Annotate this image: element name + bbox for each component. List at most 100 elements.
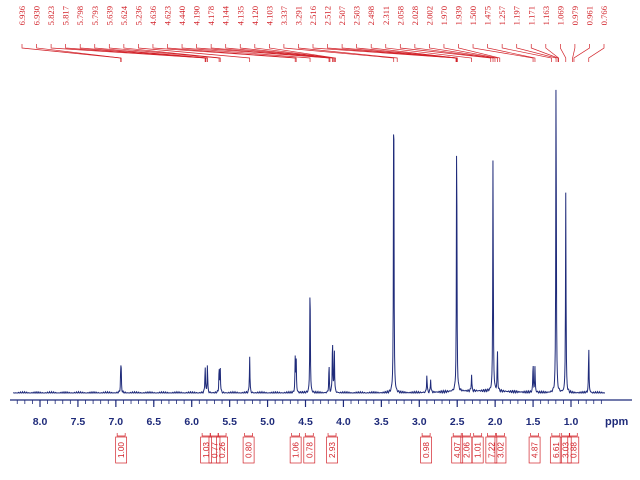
peak-leader (123, 44, 221, 62)
integral-value: 4.87 (531, 442, 540, 458)
integral-value: 2.06 (462, 442, 471, 458)
peak-leader (269, 44, 336, 62)
integral-bracket (568, 433, 578, 437)
integral-value: 1.00 (117, 442, 126, 458)
integral-box (115, 436, 128, 464)
peak-label: 1.939 (454, 6, 464, 25)
integral-bracket (217, 433, 227, 437)
tick-label: 2.5 (450, 416, 465, 428)
tick-label: 3.0 (412, 416, 427, 428)
peak-label: 1.475 (483, 6, 493, 25)
peak-leader (516, 44, 557, 62)
integral-box (451, 436, 464, 464)
peak-leader (108, 44, 220, 62)
peak-label: 1.257 (497, 5, 507, 25)
peak-label: 2.028 (410, 6, 420, 25)
peak-leader (472, 44, 534, 62)
peak-label: 0.961 (584, 6, 594, 25)
peak-leader (573, 44, 590, 62)
integral-box (289, 436, 302, 464)
integral-value: 0.98 (422, 442, 431, 458)
integral-box (303, 436, 316, 464)
tick-label: 7.0 (109, 416, 124, 428)
peak-label: 5.817 (61, 5, 71, 25)
peak-label: 4.120 (250, 6, 260, 25)
peak-leader (65, 44, 206, 62)
integral-value: 4.07 (453, 442, 462, 458)
integral-value: 1.01 (474, 442, 483, 458)
peak-leader (94, 44, 208, 62)
integral-box (494, 436, 507, 464)
peak-leader (370, 44, 458, 62)
peak-label: 1.171 (526, 6, 536, 25)
integral-bracket (210, 433, 219, 437)
spectrum-trace (13, 89, 606, 395)
peak-leader (298, 44, 398, 62)
peak-labels: 6.936 6.930 5.823 5.817 5.798 5.793 5.639 5.624… (17, 5, 609, 25)
tick-label: 7.5 (71, 416, 86, 428)
peak-label: 4.135 (235, 6, 245, 25)
integral-bracket (304, 433, 314, 437)
peak-label: 0.766 (599, 5, 609, 25)
peak-leader (356, 44, 458, 62)
peak-leader (152, 44, 296, 62)
integral-value: 0.26 (218, 442, 227, 458)
peak-leader (385, 44, 472, 62)
integral-box (471, 436, 484, 464)
peak-leader (254, 44, 335, 62)
peak-leader (414, 44, 494, 62)
tick-label: 6.0 (184, 416, 199, 428)
integral-bracket (201, 433, 211, 437)
peak-leader (572, 44, 576, 62)
peak-label: 2.516 (308, 5, 318, 25)
peak-label: 2.002 (424, 6, 434, 25)
integral-bracket (561, 433, 571, 437)
integral-bracket (487, 433, 496, 437)
integral-bracket (327, 433, 337, 437)
peak-label: 6.930 (32, 6, 42, 25)
integral-value: 6.61 (552, 442, 561, 458)
peak-label: 4.103 (264, 6, 274, 25)
peak-label: 2.498 (366, 6, 376, 25)
integral-bracket (461, 433, 471, 437)
peak-label: 6.936 (17, 5, 27, 25)
peak-label: 4.178 (206, 6, 216, 25)
peak-label: 2.058 (395, 6, 405, 25)
integral-bracket (530, 433, 539, 437)
peak-label: 1.069 (555, 6, 565, 25)
peak-label: 0.979 (570, 6, 580, 25)
peak-leader (443, 44, 498, 62)
peak-leader (50, 44, 206, 62)
tick-label: 8.0 (33, 416, 48, 428)
integral-value: 0.77 (210, 442, 219, 458)
peak-leader (167, 44, 297, 62)
integral-value: 7.22 (487, 442, 496, 458)
peak-label: 1.500 (468, 6, 478, 25)
integral-box (559, 436, 572, 464)
integral-value: 1.03 (202, 442, 211, 458)
peak-label: 4.190 (192, 6, 202, 25)
ppm-axis: 8.0 7.5 7.0 6.5 6.0 5.5 5.0 4.5 4.0 3.5 3.0 2.5 2.0 1… (10, 399, 632, 428)
integral-value: 0.80 (245, 442, 254, 458)
peak-leader (239, 44, 334, 62)
integral-value: 2.93 (328, 442, 337, 458)
peak-label: 5.793 (90, 6, 100, 25)
peak-label: 5.236 (133, 5, 143, 25)
peak-leader (225, 44, 333, 62)
peak-label: 2.311 (381, 6, 391, 25)
integral-value: 0.88 (569, 442, 578, 458)
peak-leader (559, 44, 567, 62)
integral-box (200, 436, 212, 464)
peak-label: 1.970 (439, 6, 449, 25)
integral-box (549, 436, 562, 464)
integral-box (242, 436, 255, 464)
tick-label: 5.0 (260, 416, 275, 428)
peak-leader (501, 44, 552, 62)
peak-label: 3.337 (279, 5, 289, 25)
peak-label: 1.163 (541, 6, 551, 25)
axis-unit-label: ppm (605, 416, 628, 428)
integral-box (216, 436, 228, 464)
integral-value: 1.06 (292, 442, 301, 458)
tick-label: 1.0 (564, 416, 579, 428)
